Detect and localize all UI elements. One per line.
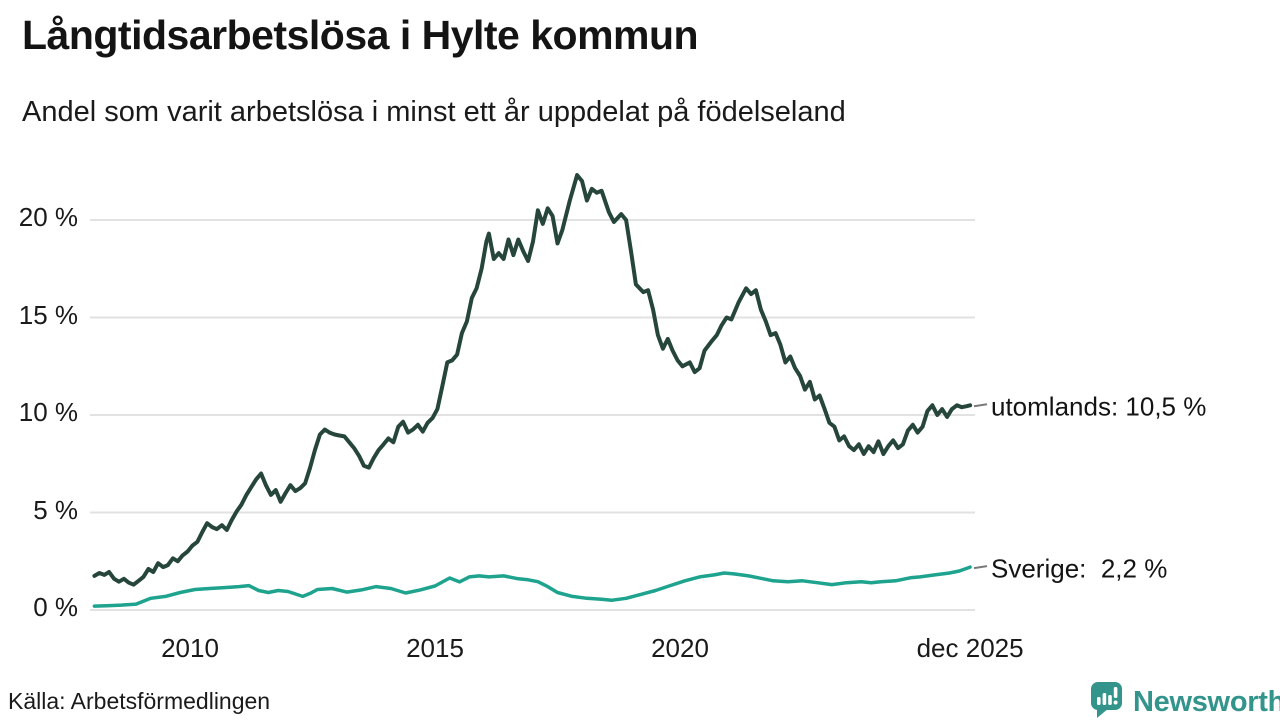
y-axis-tick-label: 15 % [18, 299, 78, 330]
y-axis-tick-label: 20 % [18, 202, 78, 232]
x-axis-tick-label: 2015 [406, 633, 464, 663]
leader-dash-Sverige [973, 565, 988, 570]
y-axis-tick-label: 10 % [18, 397, 78, 427]
y-axis-tick-label: 0 % [33, 592, 78, 622]
newsworthy-bubble-chart-icon [1089, 680, 1125, 720]
series-end-label-utomlands: utomlands: 10,5 % [991, 391, 1207, 422]
series-end-label-sverige: Sverige: 2,2 % [991, 553, 1168, 584]
leader-dash-utomlands [973, 403, 988, 408]
page-title: Långtidsarbetslösa i Hylte kommun [22, 12, 699, 58]
newsworthy-wordmark: Newsworthy [1133, 685, 1280, 718]
chart-subtitle: Andel som varit arbetslösa i minst ett å… [22, 96, 846, 128]
y-axis-tick-label: 5 % [33, 494, 78, 525]
source-credit: Källa: Arbetsförmedlingen [8, 688, 271, 714]
x-axis-tick-label: 2020 [651, 633, 709, 663]
series-line-Sverige [92, 565, 972, 608]
x-axis-tick-label: 2010 [161, 633, 219, 663]
series-line-utomlands [92, 173, 973, 587]
x-axis-tick-label: dec 2025 [916, 633, 1024, 663]
newsworthy-logo[interactable]: Newsworthy [1089, 680, 1280, 720]
